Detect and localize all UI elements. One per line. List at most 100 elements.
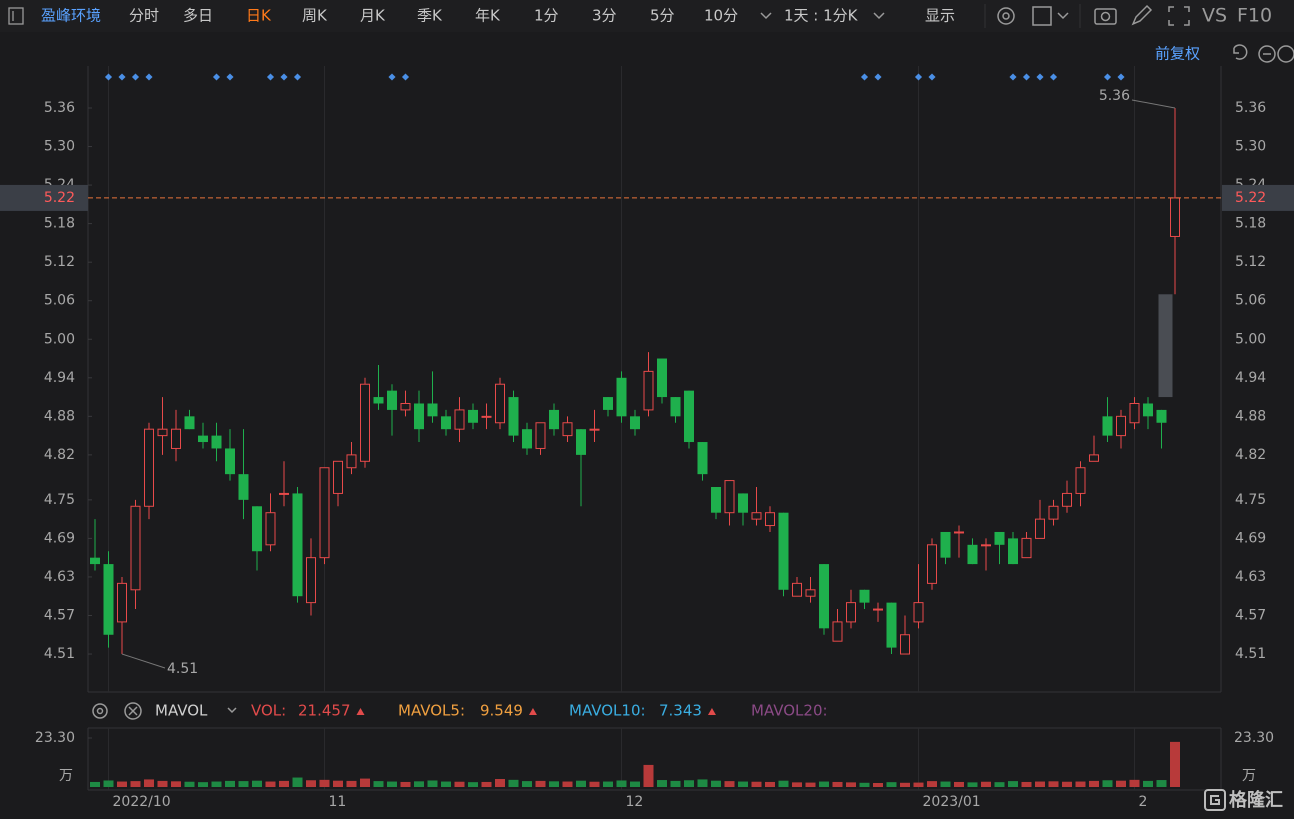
volume-bar [1143, 780, 1153, 787]
period-tab[interactable]: 季K [417, 7, 443, 25]
draw-icon[interactable] [1131, 4, 1153, 26]
interval-dropdown[interactable] [873, 12, 885, 20]
candle-body [468, 409, 478, 423]
fullscreen-icon[interactable] [1168, 6, 1190, 26]
stock-name[interactable]: 盈峰环境 [41, 7, 101, 25]
candle-body [643, 370, 654, 411]
display-menu[interactable]: 显示 [925, 7, 955, 25]
candle-body [657, 358, 667, 398]
period-tab[interactable]: 年K [475, 7, 501, 25]
y-tick-label: 4.63 [44, 569, 75, 585]
candle-body [522, 429, 532, 449]
volume-bar [738, 781, 748, 787]
candle-body [1048, 505, 1059, 520]
reset-icon[interactable] [1233, 44, 1248, 60]
indicator-value: 21.457 [298, 702, 351, 720]
candle-body [994, 531, 1005, 545]
indicator-close[interactable] [124, 702, 142, 720]
candle-body [886, 602, 897, 648]
y-tick-label: 5.18 [44, 216, 75, 232]
sidebar-toggle[interactable] [8, 7, 24, 25]
indicator-name[interactable]: MAVOL [155, 702, 208, 720]
volume-bar [495, 779, 505, 787]
candle-body [481, 415, 492, 418]
more-periods[interactable] [760, 12, 772, 20]
volume-bar [913, 782, 924, 787]
indicator-settings[interactable] [92, 703, 108, 719]
candle-body [508, 397, 519, 436]
period-tab[interactable]: 5分 [650, 7, 675, 25]
volume-bar [724, 781, 735, 787]
vs-button[interactable]: VS [1202, 5, 1227, 27]
period-tab[interactable]: 月K [360, 7, 386, 25]
indicator-dropdown[interactable] [227, 707, 237, 714]
period-tab[interactable]: 10分 [704, 7, 738, 25]
event-marker [1117, 73, 1125, 81]
volume-bar [279, 780, 289, 787]
candle-body [252, 506, 262, 552]
frame-icon[interactable] [1032, 6, 1052, 26]
event-marker [118, 73, 126, 81]
candle-body [616, 377, 627, 417]
candle-body [184, 416, 195, 430]
candle-body [157, 428, 168, 437]
volume-bar [819, 781, 829, 787]
period-tab[interactable]: 1分 [534, 7, 559, 25]
y-tick-label: 5.30 [44, 139, 75, 155]
volume-bar [589, 781, 600, 787]
camera-icon[interactable] [1094, 8, 1117, 25]
event-marker [388, 73, 396, 81]
y-tick-label: 4.94 [44, 370, 75, 386]
zoom-in[interactable] [1277, 45, 1294, 63]
volume-bar [711, 780, 721, 787]
settings-icon[interactable] [997, 7, 1015, 25]
volume-bar [697, 779, 708, 787]
volume-bar [994, 782, 1005, 787]
volume-bar [805, 782, 816, 787]
candle-body [603, 397, 613, 410]
candle-body [171, 428, 181, 449]
y-tick-label-right: 4.94 [1235, 370, 1266, 386]
period-tab[interactable]: 分时 [129, 7, 159, 25]
period-tab[interactable]: 多日 [183, 7, 213, 25]
candle-body [414, 403, 424, 430]
zoom-out[interactable] [1258, 45, 1276, 63]
volume-bar [238, 781, 249, 787]
indicator-close-x [128, 706, 138, 716]
interval-select[interactable]: 1天 : 1分K [784, 7, 859, 25]
volume-bar [1062, 781, 1072, 787]
y-tick-label-right: 4.88 [1235, 408, 1266, 424]
current-price-label-right: 5.22 [1235, 190, 1266, 206]
candle-body [967, 544, 978, 565]
volume-bar [562, 781, 573, 787]
volume-bar [1116, 780, 1126, 787]
event-marker [131, 73, 140, 81]
x-tick-label: 2023/01 [923, 794, 981, 810]
adjust-mode[interactable]: 前复权 [1155, 45, 1200, 63]
volume-bar [792, 782, 802, 787]
candle-body [805, 589, 816, 597]
candle-body [765, 512, 775, 527]
candle-body [711, 487, 721, 513]
candle-body [900, 634, 910, 655]
frame-dropdown[interactable] [1057, 12, 1069, 20]
candle-body [819, 564, 829, 629]
period-tab[interactable]: 3分 [592, 7, 617, 25]
event-marker [1022, 73, 1031, 81]
candle-body [198, 435, 208, 443]
event-marker [266, 73, 275, 81]
y-tick-label-right: 4.51 [1235, 646, 1266, 662]
candle-body [292, 493, 303, 597]
period-tab[interactable]: 日K [246, 7, 272, 25]
y-tick-label-right: 5.12 [1235, 254, 1266, 270]
period-tab[interactable]: 周K [302, 7, 328, 25]
volume-bar [900, 782, 910, 787]
volume-bar [198, 782, 208, 787]
trend-arrow [707, 708, 716, 715]
x-tick-label: 2022/10 [113, 794, 171, 810]
volume-bar [90, 781, 100, 787]
candle-body [333, 460, 343, 494]
f10-button[interactable]: F10 [1237, 5, 1272, 27]
volume-bar [886, 782, 897, 787]
volume-bar [873, 783, 883, 787]
